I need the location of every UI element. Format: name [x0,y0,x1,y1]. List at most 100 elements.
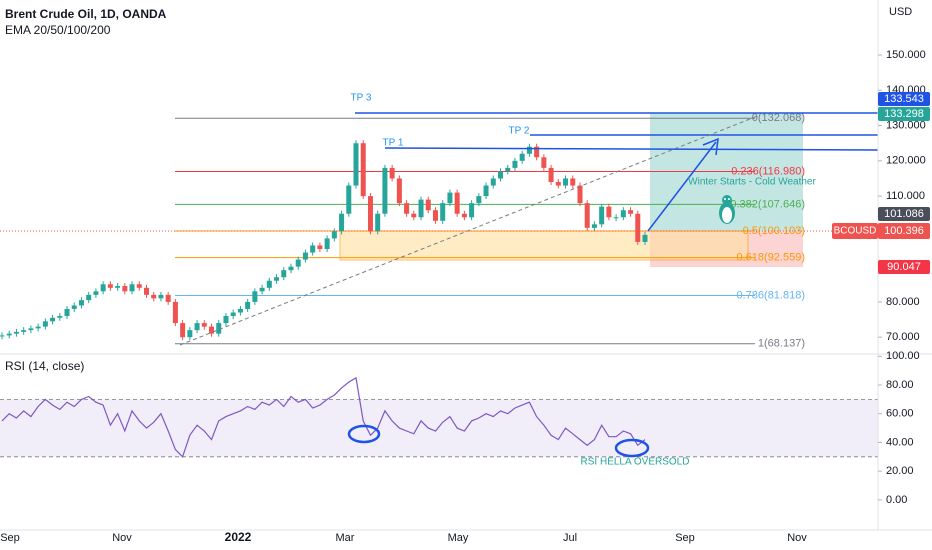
candle [129,284,135,292]
candle [469,203,475,218]
fib-label: 0.618(92.559) [737,252,806,264]
indicator-label: EMA 20/50/100/200 [5,23,111,37]
candle [599,206,605,225]
candle [180,323,186,338]
annotation: TP 3 [351,93,372,104]
candle [158,294,164,299]
annotation: TP 2 [509,126,530,137]
candle [201,323,207,327]
candle [447,192,453,204]
candle [151,294,157,299]
candle [425,199,431,211]
candle [288,266,294,271]
candle [209,326,215,334]
fib-label: 1(68.137) [758,338,805,350]
candle [353,143,359,186]
fib-label: 0(132.068) [752,112,805,124]
y-tick-label: 20.00 [886,465,914,477]
candle [418,199,424,218]
candle [367,196,373,232]
candle [317,245,323,250]
candle [50,317,56,322]
rsi-circle [347,424,381,444]
drawings-under [0,113,878,458]
candle [13,331,19,334]
candle [237,308,243,313]
price-box [878,260,930,274]
candle [404,203,410,214]
candle [115,286,121,288]
y-tick-label: 100.00 [886,350,920,362]
y-tick-label: 80.000 [886,296,920,308]
currency: USD [889,6,912,18]
y-tick-label: 110.000 [886,190,925,202]
candle [274,277,280,281]
candle [389,167,395,179]
candle [252,291,258,302]
candle [382,167,388,214]
candle [281,270,287,278]
candle [620,210,626,218]
price-box-label: 100.396 [884,225,924,237]
candle [136,284,142,288]
candle [172,301,178,324]
candle [324,238,330,250]
candle [548,167,554,182]
arrow-head [702,137,719,156]
candle [490,178,496,186]
price-box [878,207,930,221]
candle [245,301,251,309]
axes: 150.000140.000130.000120.000110.000100.0… [0,49,926,544]
candle [107,284,113,288]
candle [642,234,648,242]
candle [526,146,532,154]
penguin-icon [719,195,735,224]
candle [223,316,229,324]
rsi-circle [614,438,650,458]
candle [42,321,48,327]
candle [71,305,77,309]
fib-label: 0.786(81.818) [737,289,806,301]
price-box-label: 101.086 [884,208,924,220]
candle [512,160,518,168]
y-tick-label: 0.00 [886,494,907,506]
candle [165,294,171,302]
candle [584,203,590,228]
candle [461,213,467,218]
price-box [878,107,930,121]
title: Brent Crude Oil, 1D, OANDA [5,7,167,21]
price-box [878,223,930,239]
y-tick-label: 60.00 [886,408,914,420]
candle [295,259,301,267]
candle [476,196,482,204]
dashed-trend [179,114,761,346]
x-tick-label: Sep [675,532,695,544]
arrow [647,141,717,232]
y-tick-label: 80.00 [886,379,914,391]
fib-label: 0.382(107.646) [730,198,805,210]
annotation: Winter Starts - Cold Weather [688,177,816,188]
candle [0,335,5,337]
candle [21,330,27,332]
x-tick-label: Jul [563,532,577,544]
y-tick-label: 150.000 [886,49,926,61]
rsi-line [1,376,646,458]
symbol-box [832,223,878,239]
candle [100,284,106,292]
candle [35,326,41,329]
candle [346,185,352,214]
drawings-over: TP 3 TP 2 TP 1 Winter Starts - Cold Weat… [0,93,879,468]
rsi-title: RSI (14, close) [5,359,84,373]
candle [570,178,576,186]
y-tick-label: 120.000 [886,155,926,167]
candle [635,213,641,242]
candle [411,213,417,218]
x-tick-label: Nov [787,532,807,544]
candle [187,330,193,338]
candle [64,308,70,317]
candle [86,294,92,301]
x-tick-label: Nov [112,532,132,544]
price-box [878,92,930,106]
candle [519,153,525,161]
